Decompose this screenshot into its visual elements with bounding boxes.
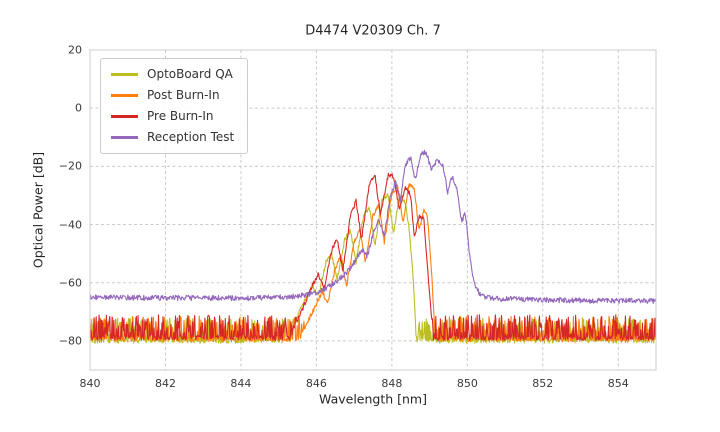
legend-item-post-burn-in: Post Burn-In — [111, 88, 234, 103]
y-tick-label: −20 — [58, 159, 82, 173]
legend-item-reception-test: Reception Test — [111, 130, 234, 145]
legend-label: OptoBoard QA — [147, 67, 233, 81]
x-tick-label: 846 — [305, 377, 327, 390]
x-tick-label: 840 — [79, 377, 101, 390]
legend: OptoBoard QA Post Burn-In Pre Burn-In Recep… — [100, 58, 249, 154]
y-tick-label: −40 — [58, 218, 82, 232]
x-tick-label: 844 — [230, 377, 252, 390]
legend-line-swatch — [111, 115, 138, 118]
legend-label: Post Burn-In — [147, 88, 220, 102]
x-tick-label: 854 — [607, 377, 629, 390]
series-line-post-burn-in — [90, 183, 656, 343]
series-line-pre-burn-in — [90, 172, 656, 341]
chart-title: D4474 V20309 Ch. 7 — [305, 23, 441, 39]
y-tick-label: 20 — [68, 43, 82, 57]
x-tick-label: 848 — [381, 377, 403, 390]
plot-frame — [89, 49, 657, 371]
series-line-reception-test — [90, 149, 656, 304]
y-tick-label: −60 — [58, 276, 82, 290]
x-tick-label: 850 — [456, 377, 478, 390]
legend-line-swatch — [111, 73, 138, 76]
y-tick-label: −80 — [58, 334, 82, 348]
series-group — [90, 149, 656, 344]
legend-label: Pre Burn-In — [147, 109, 214, 123]
legend-item-pre-burn-in: Pre Burn-In — [111, 109, 234, 124]
legend-item-optoboard-qa: OptoBoard QA — [111, 67, 234, 82]
x-tick-label: 842 — [154, 377, 176, 390]
x-axis-label: Wavelength [nm] — [319, 391, 427, 407]
legend-line-swatch — [111, 136, 138, 139]
legend-label: Reception Test — [147, 130, 235, 144]
y-axis-label: Optical Power [dB] — [30, 151, 46, 269]
y-tick-label: 0 — [75, 101, 82, 115]
x-tick-label: 852 — [532, 377, 554, 390]
legend-line-swatch — [111, 94, 138, 97]
